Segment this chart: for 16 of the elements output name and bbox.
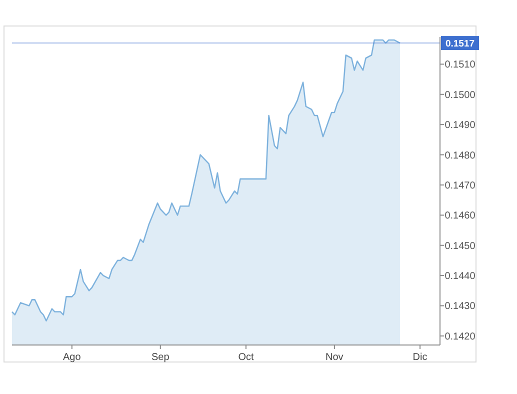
y-tick-label: 0.1440: [444, 271, 476, 282]
y-tick-label: 0.1490: [444, 120, 476, 132]
y-tick-label: 0.1510: [444, 60, 476, 71]
x-tick-label: Oct: [238, 352, 254, 363]
y-tick-label: 0.1420: [444, 331, 476, 342]
ref-line-label: 0.1517: [445, 38, 475, 50]
y-tick-label: 0.1430: [444, 301, 476, 312]
x-tick-label: Ago: [63, 352, 82, 363]
y-tick-label: 0.1500: [444, 90, 476, 101]
x-tick-label: Nov: [326, 352, 344, 363]
y-tick-label: 0.1480: [444, 150, 476, 162]
x-tick-label: Sep: [151, 352, 170, 363]
y-tick-label: 0.1450: [444, 240, 476, 252]
y-tick-label: 0.1460: [444, 210, 476, 222]
x-tick-label: Dic: [412, 352, 428, 363]
y-tick-label: 0.1470: [444, 180, 476, 192]
